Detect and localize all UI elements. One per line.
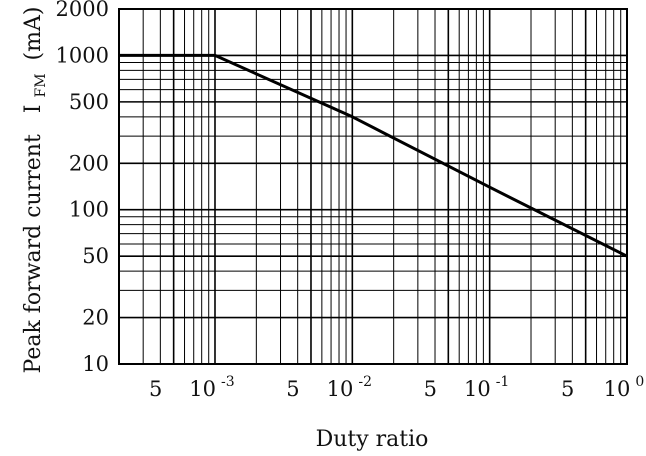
x-tick-label-base: 10 [189,377,216,401]
y-tick-label: 500 [69,90,109,114]
x-tick-label-base: 10 [464,377,491,401]
x-tick-label-exponent: 0 [635,374,644,390]
y-axis-title-symbol: I [21,105,46,114]
y-tick-labels: 10 20 50 100 200 500 1000 2000 [56,0,109,376]
y-tick-label: 200 [69,151,109,175]
y-tick-label: 1000 [56,43,109,67]
x-tick-label: 10 0 [604,374,645,401]
x-tick-label: 10 -2 [327,374,372,401]
x-tick-label: 10 -1 [464,374,509,401]
plot-frame [118,8,628,365]
y-axis-title: Peak forward current I FM (mA) [21,7,51,374]
x-tick-label-exponent: -2 [358,374,372,390]
y-axis-title-prefix: Peak forward current [21,134,46,373]
x-axis-title: Duty ratio [316,427,429,452]
y-tick-label: 50 [82,244,109,268]
y-tick-label: 100 [69,198,109,222]
y-tick-label: 20 [82,306,109,330]
x-tick-labels: 5 10 -3 5 10 -2 5 10 -1 5 10 0 [149,374,644,401]
grid-minor [118,9,627,364]
y-tick-label: 2000 [56,0,109,21]
x-tick-label-exponent: -3 [221,374,235,390]
x-tick-label: 5 [149,377,162,401]
x-tick-label-base: 10 [604,377,631,401]
series-line [119,53,628,258]
x-tick-label: 5 [424,377,437,401]
x-tick-label: 10 -3 [189,374,234,401]
x-tick-label-exponent: -1 [496,374,510,390]
y-tick-label: 10 [82,352,109,376]
x-tick-label: 5 [286,377,299,401]
x-tick-label-base: 10 [327,377,354,401]
y-axis-title-subscript: FM [33,73,49,97]
x-tick-label: 5 [561,377,574,401]
series-layer [119,53,628,258]
y-axis-title-unit: (mA) [21,7,46,61]
